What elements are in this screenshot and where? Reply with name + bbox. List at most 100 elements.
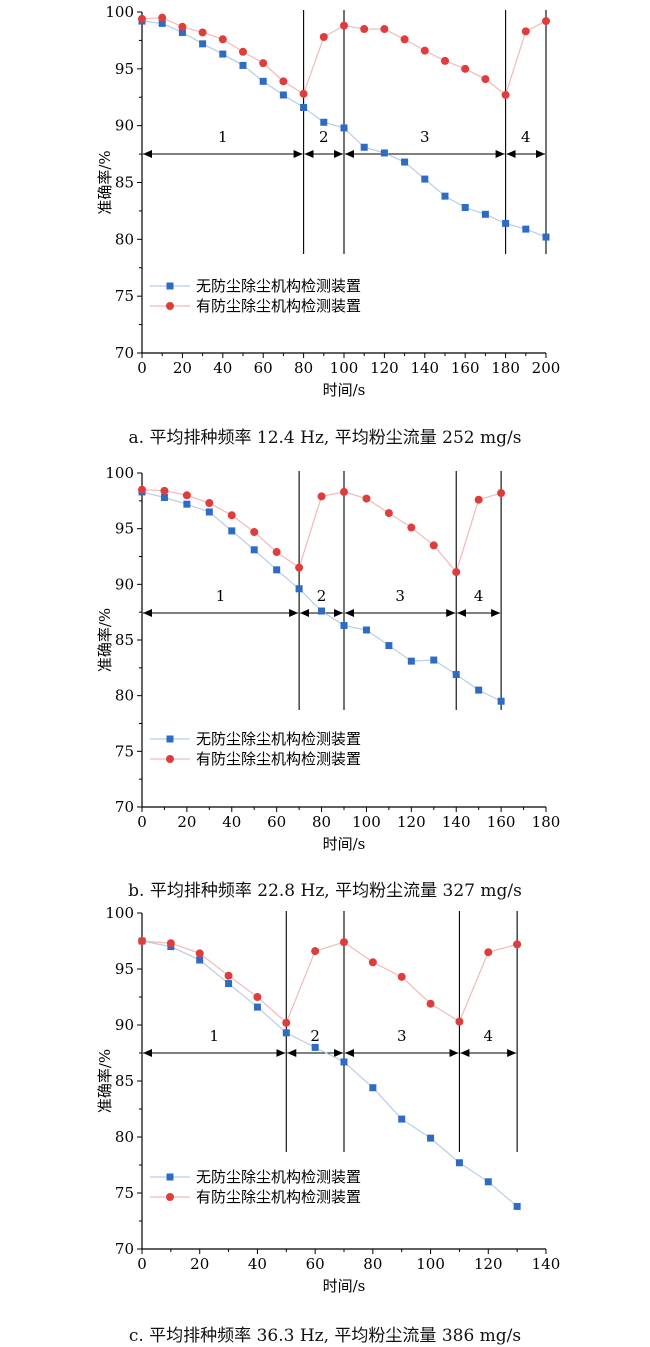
chart-b-x-tick-label: 120 bbox=[397, 813, 426, 831]
chart-c-legend-marker-2 bbox=[166, 1193, 174, 1201]
chart-a-x-tick-label: 20 bbox=[173, 359, 192, 377]
chart-c-series-2-point bbox=[340, 938, 348, 947]
chart-c-x-tick-label: 120 bbox=[474, 1255, 503, 1273]
chart-b-series-1-point bbox=[385, 642, 393, 650]
chart-a-series-1-point bbox=[481, 210, 489, 218]
chart-c-x-tick-label: 100 bbox=[416, 1255, 445, 1273]
chart-c-series-1-point bbox=[427, 1134, 435, 1142]
chart-b-series-2-point bbox=[452, 568, 461, 577]
chart-a-series-1-point bbox=[542, 233, 550, 241]
chart-b-caption: b. 平均排种频率 22.8 Hz, 平均粉尘流量 327 mg/s bbox=[128, 881, 522, 901]
chart-a-series-2-point bbox=[239, 47, 247, 56]
chart-a-x-tick-label: 160 bbox=[451, 359, 480, 377]
chart-c-series-2-point bbox=[195, 949, 204, 958]
chart-c-series-2-point bbox=[224, 971, 233, 980]
chart-a-series-1-point bbox=[380, 149, 388, 157]
chart-c-series-2-point bbox=[513, 940, 522, 949]
chart-a-segment-label: 3 bbox=[420, 128, 430, 146]
chart-a-y-tick-label: 70 bbox=[115, 344, 134, 362]
chart-c-series-1-point bbox=[398, 1115, 406, 1123]
chart-a-y-tick-label: 75 bbox=[115, 287, 134, 305]
chart-b-segment-label: 3 bbox=[395, 587, 405, 605]
chart-a-x-tick-label: 140 bbox=[410, 359, 439, 377]
chart-b-series-1-point bbox=[475, 686, 483, 694]
chart-a-x-tick-label: 80 bbox=[294, 359, 313, 377]
chart-b-series-1-point bbox=[273, 566, 281, 574]
chart-a-series-1-point bbox=[401, 158, 409, 166]
chart-a-series-2-point bbox=[299, 89, 308, 98]
chart-a-series-2-point bbox=[501, 90, 510, 99]
chart-b-x-axis-label: 时间/s bbox=[323, 835, 366, 853]
chart-a-series-1-point bbox=[441, 192, 449, 200]
chart-a-series-1-point bbox=[421, 175, 429, 183]
chart-b-series-2-point bbox=[205, 499, 214, 508]
chart-b-x-tick-label: 180 bbox=[532, 813, 561, 831]
chart-b-y-tick-label: 100 bbox=[105, 464, 134, 482]
chart-b-x-tick-label: 100 bbox=[352, 813, 381, 831]
chart-b-series-1-point bbox=[160, 493, 168, 501]
chart-c-legend-marker-1 bbox=[166, 1173, 174, 1181]
chart-c-y-tick-label: 70 bbox=[115, 1240, 134, 1258]
chart-a-series-2-point bbox=[461, 64, 470, 73]
chart-b-y-axis-label: 准确率/% bbox=[96, 608, 114, 672]
chart-b-series-1-point bbox=[407, 657, 415, 665]
chart-c-y-axis-label: 准确率/% bbox=[96, 1049, 114, 1113]
chart-b-y-tick-label: 85 bbox=[115, 631, 134, 649]
chart-b-y-tick-label: 75 bbox=[115, 742, 134, 760]
chart-a-series-2-point bbox=[542, 17, 550, 26]
chart-b-series-2-point bbox=[182, 491, 191, 500]
chart-c-segment-label: 3 bbox=[397, 1027, 407, 1045]
chart-c-series-1-point bbox=[455, 1159, 463, 1167]
chart-b-series-2-point bbox=[362, 494, 371, 503]
chart-a-legend-label-2: 有防尘除尘机构检测装置 bbox=[196, 297, 361, 315]
chart-b-series-2-point bbox=[340, 487, 348, 496]
chart-b-x-tick-label: 80 bbox=[312, 813, 331, 831]
chart-b-series-2-point bbox=[250, 528, 259, 537]
chart-a-series-2-point bbox=[158, 13, 167, 22]
chart-b-series-1-point bbox=[250, 546, 258, 554]
chart-c-series-2-point bbox=[311, 947, 320, 956]
chart-a-series-1-point bbox=[320, 118, 328, 126]
chart-c-series-2-line bbox=[141, 940, 518, 1024]
chart-a-legend-label-1: 无防尘除尘机构检测装置 bbox=[196, 277, 361, 295]
chart-a-series-2-point bbox=[198, 28, 207, 37]
chart-b-x-tick-label: 140 bbox=[442, 813, 471, 831]
chart-a-x-tick-label: 0 bbox=[137, 359, 147, 377]
chart-a-series-1-point bbox=[461, 204, 469, 212]
chart-c-series-1-line bbox=[141, 940, 518, 1207]
chart-c-x-tick-label: 140 bbox=[532, 1255, 561, 1273]
chart-c-series-1-point bbox=[484, 1178, 492, 1186]
chart-c-series-2-point bbox=[426, 999, 435, 1008]
chart-a-series-2-point bbox=[178, 22, 187, 31]
chart-a-x-tick-label: 180 bbox=[491, 359, 520, 377]
chart-c-x-tick-label: 0 bbox=[137, 1255, 147, 1273]
chart-c-y-tick-label: 85 bbox=[115, 1072, 134, 1090]
chart-c-series-2-point bbox=[397, 972, 406, 981]
chart-a-series-1-point bbox=[199, 40, 207, 48]
chart-a-series-2-point bbox=[340, 21, 348, 30]
chart-b-series-2-point bbox=[227, 511, 236, 520]
chart-a-legend-marker-1 bbox=[166, 282, 174, 290]
chart-b-series-2-point bbox=[295, 563, 304, 572]
chart-c-x-tick-label: 40 bbox=[248, 1255, 267, 1273]
chart-c-series-1-point bbox=[282, 1029, 290, 1037]
chart-c-series-1-point bbox=[253, 1003, 261, 1011]
chart-b-legend-label-2: 有防尘除尘机构检测装置 bbox=[196, 750, 361, 768]
chart-a-series-2-point bbox=[360, 25, 369, 34]
chart-c-series-2-point bbox=[253, 993, 262, 1001]
chart-panel-b: 70 75 80 85 90 95 100 0 20 40 60 80 100 120 140 160 180 时… bbox=[0, 456, 650, 901]
chart-c-svg: 70 75 80 85 90 95 100 0 20 40 60 80 100 120 140 时间/s 准确率… bbox=[96, 905, 561, 1295]
chart-a-series-1-point bbox=[340, 124, 348, 132]
chart-b-series-1-point bbox=[183, 500, 191, 508]
chart-c-series-1-point bbox=[369, 1084, 377, 1092]
chart-a-y-axis-label: 准确率/% bbox=[96, 150, 114, 214]
chart-a-series-1-point bbox=[300, 103, 308, 111]
chart-b-series-1-point bbox=[452, 671, 460, 679]
chart-c-series-1-point bbox=[196, 956, 204, 964]
chart-a-series-1-point bbox=[259, 77, 267, 85]
chart-a-series-1-point bbox=[178, 28, 186, 36]
chart-a-series-2-point bbox=[420, 46, 429, 55]
chart-a-y-tick-label: 85 bbox=[115, 174, 134, 192]
chart-a-series-1-point bbox=[158, 19, 166, 27]
chart-a-x-tick-label: 60 bbox=[254, 359, 273, 377]
